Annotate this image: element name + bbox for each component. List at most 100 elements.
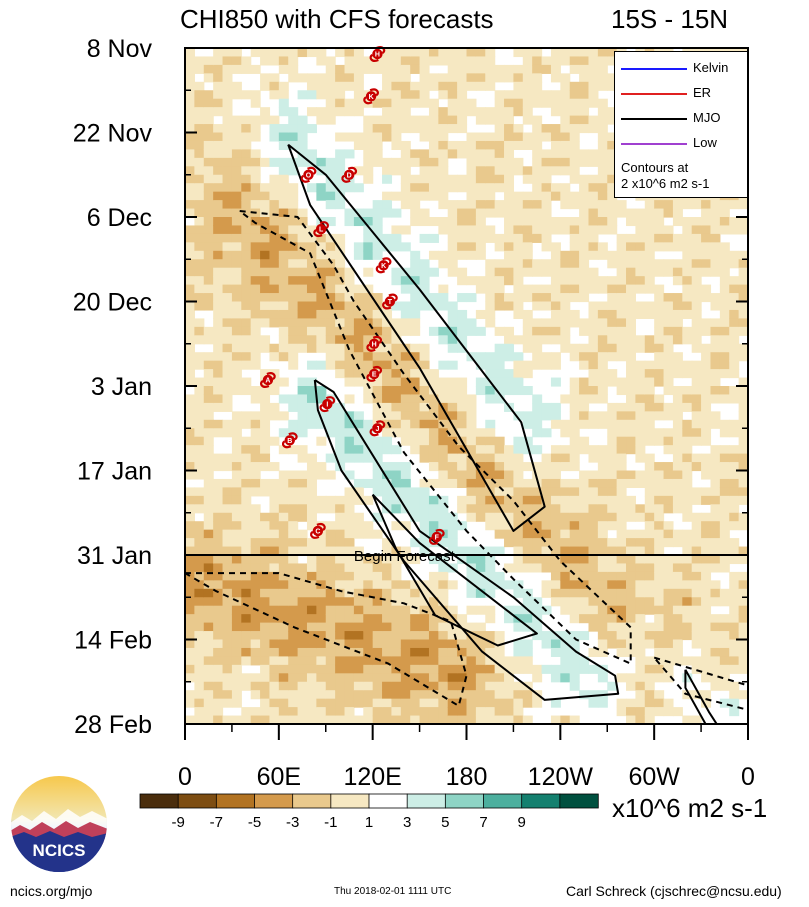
- shading-cell: [710, 217, 721, 227]
- shading-cell: [288, 478, 299, 488]
- shading-cell: [541, 664, 552, 674]
- shading-cell: [241, 343, 252, 353]
- shading-cell: [672, 605, 683, 615]
- shading-cell: [222, 208, 233, 218]
- shading-cell: [663, 369, 674, 379]
- shading-cell: [288, 191, 299, 201]
- shading-cell: [438, 419, 449, 429]
- shading-cell: [213, 124, 224, 134]
- shading-cell: [626, 445, 636, 455]
- shading-cell: [203, 259, 214, 269]
- shading-cell: [353, 208, 364, 218]
- shading-cell: [494, 267, 505, 277]
- shading-cell: [306, 107, 317, 117]
- shading-cell: [250, 715, 261, 724]
- shading-cell: [579, 571, 590, 581]
- shading-cell: [288, 495, 299, 505]
- shading-cell: [719, 394, 730, 404]
- shading-cell: [691, 639, 702, 649]
- shading-cell: [532, 183, 543, 193]
- shading-cell: [419, 614, 430, 624]
- shading-cell: [297, 605, 308, 615]
- shading-cell: [691, 546, 702, 556]
- shading-cell: [382, 690, 393, 700]
- shading-cell: [316, 631, 327, 641]
- shading-cell: [522, 386, 533, 396]
- shading-cell: [682, 605, 693, 615]
- shading-cell: [475, 107, 486, 117]
- shading-cell: [504, 140, 515, 150]
- shading-cell: [588, 191, 599, 201]
- shading-cell: [438, 436, 449, 446]
- shading-cell: [288, 639, 299, 649]
- shading-cell: [579, 377, 590, 387]
- shading-cell: [701, 242, 712, 252]
- shading-cell: [269, 90, 280, 100]
- shading-cell: [194, 470, 205, 480]
- shading-cell: [391, 157, 402, 167]
- shading-cell: [466, 402, 477, 412]
- shading-cell: [391, 411, 402, 421]
- shading-cell: [485, 276, 496, 286]
- shading-cell: [550, 64, 561, 74]
- shading-cell: [579, 183, 590, 193]
- shading-cell: [269, 588, 280, 598]
- site-url-link[interactable]: ncics.org/mjo: [10, 883, 93, 899]
- shading-cell: [719, 200, 730, 210]
- shading-cell: [513, 132, 524, 142]
- shading-cell: [325, 352, 336, 362]
- shading-cell: [701, 639, 712, 649]
- shading-cell: [719, 588, 730, 598]
- shading-cell: [372, 622, 383, 632]
- shading-cell: [738, 487, 748, 497]
- shading-cell: [185, 571, 195, 581]
- shading-cell: [419, 402, 430, 412]
- shading-cell: [419, 174, 430, 184]
- shading-cell: [288, 419, 299, 429]
- shading-cell: [579, 217, 590, 227]
- shading-cell: [382, 631, 393, 641]
- shading-cell: [550, 538, 561, 548]
- shading-cell: [635, 690, 646, 700]
- shading-cell: [363, 318, 374, 328]
- shading-cell: [363, 453, 374, 463]
- shading-cell: [569, 673, 580, 683]
- shading-cell: [475, 622, 486, 632]
- shading-cell: [363, 614, 374, 624]
- shading-cell: [222, 656, 233, 666]
- shading-cell: [316, 690, 327, 700]
- shading-cell: [203, 563, 214, 573]
- shading-cell: [231, 124, 242, 134]
- shading-cell: [203, 495, 214, 505]
- ncics-logo[interactable]: NCICS: [10, 775, 108, 873]
- shading-cell: [635, 538, 646, 548]
- shading-cell: [682, 250, 693, 260]
- shading-cell: [532, 233, 543, 243]
- shading-cell: [522, 436, 533, 446]
- shading-cell: [560, 462, 571, 472]
- shading-cell: [447, 48, 458, 58]
- shading-cell: [710, 664, 721, 674]
- shading-cell: [325, 639, 336, 649]
- shading-cell: [579, 157, 590, 167]
- shading-cell: [644, 386, 655, 396]
- cyclone-arm: [266, 372, 276, 380]
- shading-cell: [597, 386, 608, 396]
- shading-cell: [550, 445, 561, 455]
- shading-cell: [419, 183, 430, 193]
- shading-cell: [532, 402, 543, 412]
- shading-cell: [325, 673, 336, 683]
- shading-cell: [475, 504, 486, 514]
- shading-cell: [306, 242, 317, 252]
- shading-cell: [278, 157, 289, 167]
- shading-cell: [682, 301, 693, 311]
- shading-cell: [194, 597, 205, 607]
- shading-cell: [335, 639, 346, 649]
- shading-cell: [588, 453, 599, 463]
- shading-cell: [382, 411, 393, 421]
- shading-cell: [438, 555, 449, 565]
- shading-cell: [297, 250, 308, 260]
- shading-cell: [185, 157, 195, 167]
- shading-cell: [597, 157, 608, 167]
- shading-cell: [382, 191, 393, 201]
